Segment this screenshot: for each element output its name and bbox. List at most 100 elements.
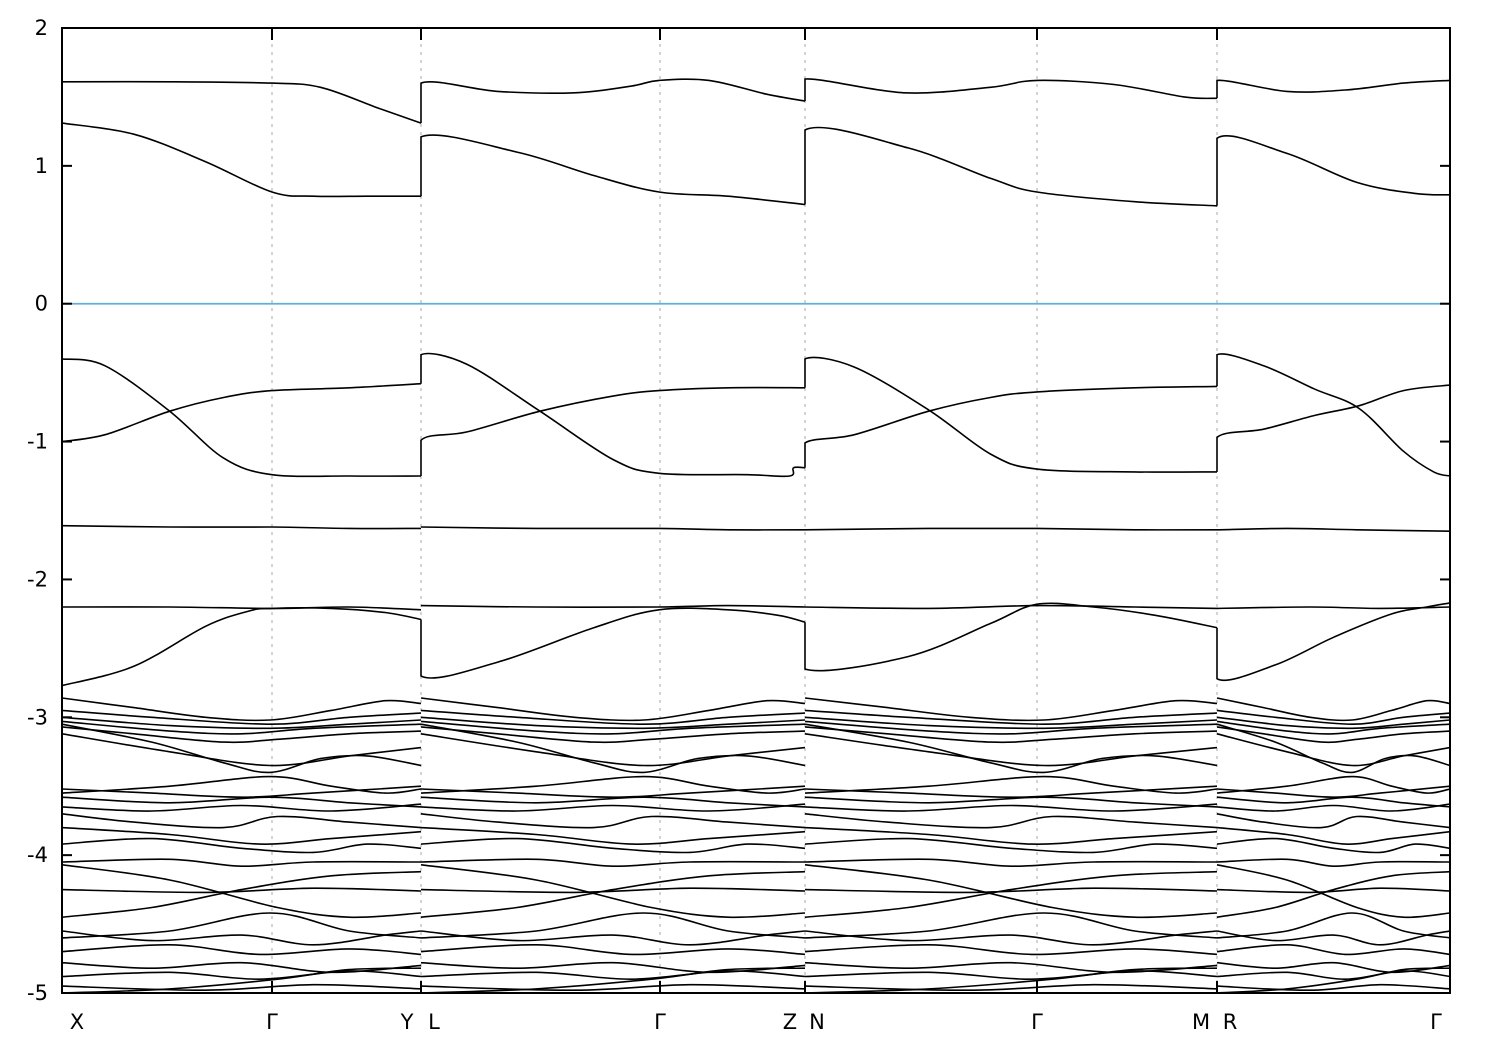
k-point-label: M — [1192, 1010, 1210, 1034]
axes-frame — [61, 27, 1451, 994]
dense-band-path — [420, 887, 806, 894]
dense-band-path — [804, 709, 1218, 726]
dense-band-path — [1216, 720, 1450, 735]
band-path — [804, 385, 1218, 468]
dense-band-path — [62, 813, 422, 829]
dense-band-path — [804, 733, 1218, 767]
dense-band-path — [62, 967, 422, 993]
dense-band-path — [804, 943, 1218, 956]
dense-band-path — [804, 930, 1218, 946]
dense-band-path — [420, 723, 806, 774]
dense-band-path — [1216, 709, 1450, 726]
dense-band-path — [420, 912, 806, 939]
dense-band-path — [420, 826, 806, 845]
dense-band-path — [420, 720, 806, 735]
dense-band-path — [804, 826, 1218, 845]
dense-band-path — [804, 726, 1218, 744]
band-path — [1216, 527, 1450, 532]
dense-band-path — [62, 716, 422, 730]
dense-band-path — [804, 912, 1218, 939]
band-path — [62, 606, 422, 611]
dense-band-path — [1216, 826, 1450, 845]
dense-band-path — [62, 943, 422, 956]
dense-band-path — [62, 858, 422, 868]
dense-band-path — [804, 803, 1218, 812]
band-path — [62, 524, 422, 530]
band-path — [62, 358, 422, 478]
y-tick-label: -5 — [27, 981, 48, 1005]
dense-band-path — [420, 726, 806, 744]
dense-band-path — [420, 970, 806, 981]
k-point-label: Γ — [1031, 1010, 1043, 1034]
k-point-label: Y — [400, 1010, 414, 1034]
dense-band-path — [62, 930, 422, 946]
dense-band-path — [420, 803, 806, 812]
dense-band-path — [420, 930, 806, 946]
dense-band-path — [804, 697, 1218, 722]
dense-band-path — [804, 870, 1218, 918]
band-path — [1216, 602, 1450, 682]
dense-band-path — [1216, 697, 1450, 722]
dense-band-path — [804, 967, 1218, 993]
band-path — [804, 356, 1218, 473]
dense-band-path — [1216, 716, 1450, 730]
y-tick-label: -2 — [27, 567, 48, 591]
dense-band-path — [62, 726, 422, 744]
dense-band-path — [1216, 775, 1450, 794]
dense-band-path — [420, 870, 806, 918]
band-path — [62, 80, 422, 124]
dense-band-path — [420, 943, 806, 956]
dense-band-path — [62, 709, 422, 726]
dense-band-path — [1216, 887, 1450, 894]
dense-band-path — [420, 967, 806, 993]
y-tick-label: 2 — [35, 16, 48, 40]
band-path — [420, 526, 806, 531]
dense-band-path — [1216, 813, 1450, 829]
plot-border — [61, 27, 1451, 994]
dense-band-path — [1216, 864, 1450, 919]
band-path — [420, 386, 806, 476]
band-path — [62, 382, 422, 443]
dense-band-path — [420, 733, 806, 767]
dense-band-path — [1216, 983, 1450, 992]
dense-band-path — [1216, 970, 1450, 981]
k-point-label: Γ — [266, 1010, 278, 1034]
dense-band-path — [62, 733, 422, 767]
dense-band-path — [1216, 858, 1450, 868]
band-path — [804, 527, 1218, 531]
dense-band-path — [804, 813, 1218, 829]
k-point-label: L — [428, 1010, 440, 1034]
band-path — [1216, 384, 1450, 472]
dense-band-path — [1216, 726, 1450, 744]
dense-band-path — [804, 970, 1218, 981]
dense-band-path — [804, 837, 1218, 854]
y-tick-label: -3 — [27, 705, 48, 729]
dense-band-path — [420, 837, 806, 854]
dense-band-path — [1216, 912, 1450, 939]
dense-band-path — [420, 813, 806, 829]
dense-band-path — [804, 723, 1218, 774]
dense-band-path — [804, 858, 1218, 868]
dense-band-path — [62, 983, 422, 992]
band-path — [420, 352, 806, 478]
y-tick-label: -1 — [27, 430, 48, 454]
dense-band-path — [1216, 870, 1450, 918]
k-point-label: R — [1223, 1010, 1238, 1034]
dense-band-path — [62, 870, 422, 918]
dense-band-path — [1216, 943, 1450, 956]
dense-band-path — [804, 720, 1218, 735]
dense-band-path — [420, 716, 806, 730]
dense-band-path — [420, 983, 806, 992]
band-path — [62, 607, 422, 687]
dense-band-path — [1216, 837, 1450, 854]
dense-band-path — [804, 785, 1218, 799]
dense-band-path — [62, 887, 422, 894]
dense-band-path — [420, 858, 806, 868]
k-point-label: N — [809, 1010, 825, 1034]
dense-band-path — [62, 864, 422, 919]
dense-band-path — [62, 970, 422, 981]
dense-band-path — [62, 837, 422, 854]
